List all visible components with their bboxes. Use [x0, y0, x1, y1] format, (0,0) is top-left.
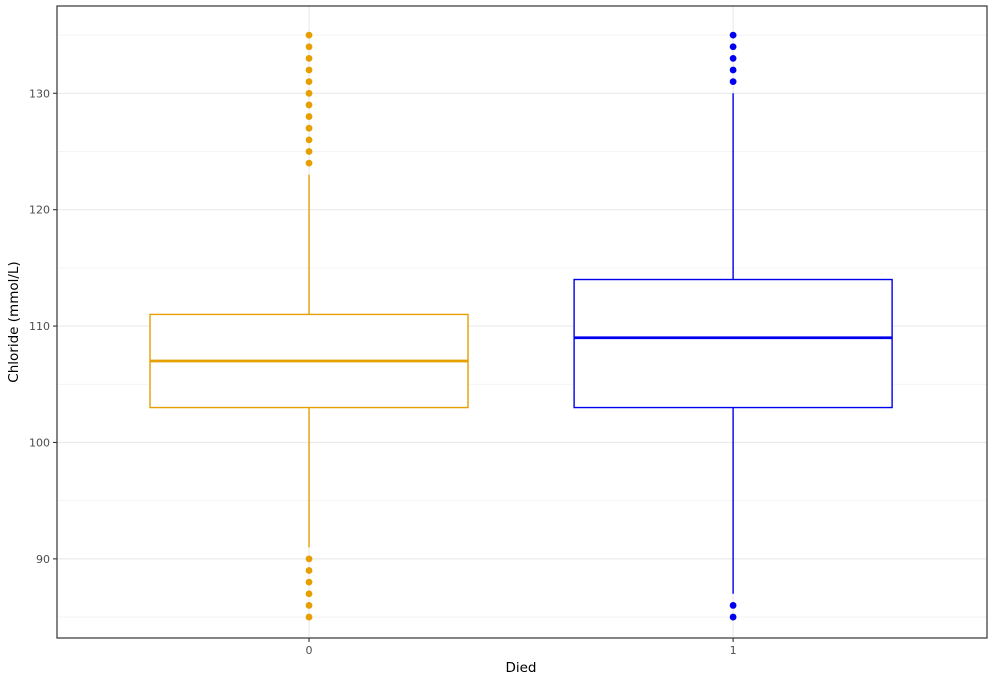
- x-tick-label: 0: [306, 644, 313, 657]
- box-group-1: [573, 31, 893, 621]
- outlier-point: [305, 590, 313, 598]
- outlier-point: [729, 31, 737, 39]
- outlier-point: [305, 66, 313, 74]
- box-group-0: [149, 31, 469, 621]
- outlier-point: [305, 89, 313, 97]
- panel-border: [56, 5, 988, 639]
- box-layer: [149, 31, 893, 621]
- y-tick-label: 90: [36, 553, 50, 566]
- outlier-point: [305, 148, 313, 155]
- y-axis-title: Chloride (mmol/L): [6, 261, 22, 382]
- outlier-point: [729, 602, 737, 609]
- axes-layer: 90 100 110 120 130 0 1: [29, 87, 737, 657]
- outlier-point: [729, 78, 737, 86]
- outlier-point: [305, 555, 313, 563]
- outlier-point: [305, 124, 313, 132]
- outlier-point: [305, 159, 313, 167]
- outlier-point: [305, 113, 313, 120]
- y-tick-label: 130: [29, 87, 50, 100]
- outlier-point: [305, 567, 313, 574]
- x-axis-title: Died: [505, 660, 536, 676]
- box-iqr: [573, 278, 893, 409]
- y-tick-label: 120: [29, 204, 50, 217]
- outlier-point: [305, 31, 313, 39]
- x-tick-label: 1: [730, 644, 737, 657]
- outlier-point: [729, 43, 737, 51]
- outlier-point: [729, 66, 737, 74]
- outlier-point: [729, 54, 737, 62]
- outlier-point: [305, 54, 313, 62]
- outlier-point: [305, 78, 313, 86]
- outlier-point: [305, 43, 313, 51]
- outlier-point: [305, 101, 313, 109]
- outlier-point: [305, 613, 313, 621]
- outlier-point: [305, 136, 313, 144]
- outlier-point: [305, 602, 313, 609]
- y-tick-label: 110: [29, 320, 50, 333]
- outlier-point: [729, 613, 737, 621]
- y-tick-label: 100: [29, 436, 50, 449]
- outlier-point: [305, 578, 313, 586]
